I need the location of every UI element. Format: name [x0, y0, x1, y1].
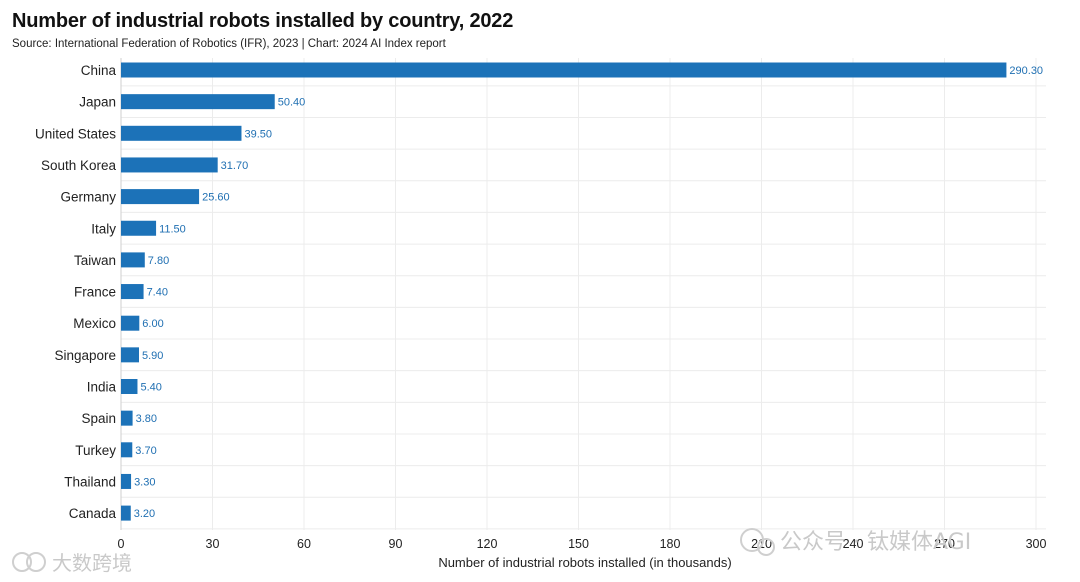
bar-germany	[121, 189, 200, 205]
category-label: South Korea	[41, 158, 117, 173]
bar-india	[121, 379, 138, 394]
category-label: Turkey	[75, 443, 116, 458]
category-label: Italy	[91, 221, 116, 236]
category-label: Japan	[79, 95, 116, 110]
value-label: 7.80	[148, 255, 169, 267]
x-tick-label: 60	[297, 537, 311, 551]
brand-logo-icon-2	[26, 552, 46, 572]
category-label: Singapore	[54, 348, 116, 363]
bar-taiwan	[121, 252, 145, 268]
value-label: 7.40	[147, 287, 168, 299]
bar-united-states	[121, 125, 242, 141]
bar-singapore	[121, 347, 139, 363]
watermark-left-text: 大数跨境	[52, 551, 132, 575]
category-label: Mexico	[73, 316, 116, 331]
category-label: China	[81, 63, 117, 78]
x-tick-label: 180	[660, 537, 681, 551]
bar-thailand	[121, 473, 132, 489]
value-label: 3.80	[136, 413, 157, 425]
value-label: 50.40	[278, 97, 306, 109]
value-label: 31.70	[221, 160, 249, 172]
x-axis-ticks: 0 30 60 90 120 150 180 210 240 270 300	[118, 537, 1047, 551]
category-label: Spain	[81, 411, 116, 426]
watermark-right: 公众号 · 钛媒体AGI	[740, 528, 971, 556]
bars	[121, 62, 1007, 521]
labels: China 290.30 Japan 50.40 United States 39.50 S…	[35, 63, 1043, 521]
watermark-right-text: 公众号 · 钛媒体AGI	[780, 530, 971, 555]
x-tick-label: 240	[843, 537, 864, 551]
x-tick-label: 270	[934, 537, 955, 551]
bar-canada	[121, 505, 131, 521]
x-tick-label: 150	[568, 537, 589, 551]
value-label: 290.30	[1009, 65, 1043, 77]
bar-turkey	[121, 442, 133, 458]
chart-title: Number of industrial robots installed by…	[12, 10, 514, 32]
value-label: 5.90	[142, 350, 163, 362]
category-label: France	[74, 285, 116, 300]
category-label: Germany	[60, 190, 116, 205]
bar-mexico	[121, 315, 140, 331]
value-label: 3.30	[134, 476, 155, 488]
brand-logo-icon	[12, 552, 32, 572]
category-label: Taiwan	[74, 253, 116, 268]
bar-south-korea	[121, 157, 218, 173]
category-label: India	[87, 380, 117, 395]
x-axis-title: Number of industrial robots installed (i…	[438, 555, 731, 570]
category-label: United States	[35, 126, 116, 141]
x-tick-label: 300	[1026, 537, 1047, 551]
value-label: 3.70	[135, 445, 156, 457]
category-label: Thailand	[64, 474, 116, 489]
grid-lines	[120, 58, 1046, 530]
bar-italy	[121, 220, 157, 236]
x-tick-label: 0	[118, 537, 125, 551]
value-label: 25.60	[202, 192, 230, 204]
x-tick-label: 120	[477, 537, 498, 551]
x-tick-label: 90	[389, 537, 403, 551]
category-label: Canada	[69, 506, 117, 521]
chart-subtitle: Source: International Federation of Robo…	[12, 38, 446, 50]
value-label: 11.50	[159, 223, 186, 235]
bar-china	[121, 62, 1007, 78]
value-label: 3.20	[134, 508, 155, 520]
value-label: 6.00	[142, 318, 163, 330]
value-label: 39.50	[244, 128, 272, 140]
wechat-icon-small	[757, 538, 775, 556]
bar-spain	[121, 410, 133, 426]
bar-france	[121, 284, 144, 300]
watermark-left: 大数跨境	[12, 551, 132, 575]
x-tick-label: 30	[206, 537, 220, 551]
value-label: 5.40	[140, 382, 161, 394]
bar-japan	[121, 94, 275, 110]
